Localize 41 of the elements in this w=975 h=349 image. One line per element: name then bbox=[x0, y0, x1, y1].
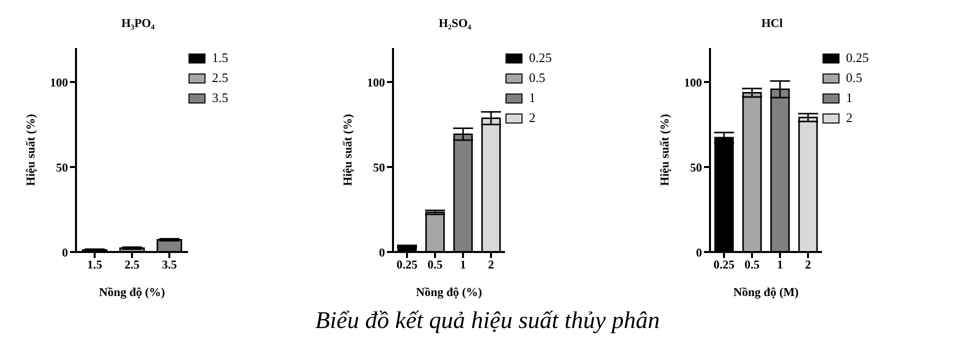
legend-label: 0.5 bbox=[846, 70, 862, 86]
x-axis-title: Nồng độ (M) bbox=[733, 285, 799, 299]
legend-label: 1.5 bbox=[212, 50, 228, 66]
chart-title: H₃PO₄ bbox=[120, 15, 156, 32]
y-tick-label: 50 bbox=[56, 160, 68, 174]
y-tick-label: 50 bbox=[373, 160, 385, 174]
y-tick-label: 0 bbox=[62, 245, 68, 260]
x-tick-label: 0.25 bbox=[714, 258, 734, 272]
legend-label: 1 bbox=[529, 90, 536, 106]
x-tick-label: 0.5 bbox=[744, 258, 760, 272]
legend-label: 0.25 bbox=[846, 50, 869, 66]
legend-label: 2.5 bbox=[212, 70, 228, 86]
chart-title: HCl bbox=[760, 15, 784, 32]
y-tick-label: 100 bbox=[367, 75, 385, 90]
text: Biểu đồ kết quả hiệu suất thủy phân bbox=[314, 308, 661, 335]
y-tick-label: 100 bbox=[50, 75, 68, 90]
x-axis-title: Nồng độ (%) bbox=[98, 285, 166, 299]
legend-label: 2 bbox=[529, 110, 536, 126]
y-axis-title: Hiệu suất (%) bbox=[340, 114, 354, 186]
legend-label: 0.25 bbox=[529, 50, 552, 66]
x-tick-label: 3.5 bbox=[162, 258, 177, 272]
y-tick-label: 100 bbox=[684, 75, 702, 90]
chart-title: H₂SO₄ bbox=[438, 15, 472, 32]
x-tick-label: 1 bbox=[777, 258, 783, 272]
y-axis-title: Hiệu suất (%) bbox=[23, 114, 38, 186]
x-tick-label: 2 bbox=[488, 258, 494, 272]
x-tick-label: 2.5 bbox=[124, 258, 140, 272]
y-tick-label: 0 bbox=[379, 245, 385, 260]
y-tick-label: 0 bbox=[696, 245, 702, 260]
y-tick-label: 50 bbox=[690, 160, 702, 174]
x-tick-label: 0.5 bbox=[428, 258, 442, 272]
legend-label: 3.5 bbox=[212, 90, 228, 106]
y-axis-title: Hiệu suất (%) bbox=[657, 114, 672, 186]
x-tick-label: 2 bbox=[805, 258, 811, 272]
x-tick-label: 1.5 bbox=[87, 258, 102, 272]
x-tick-label: 1 bbox=[460, 258, 466, 272]
x-axis-title: Nồng độ (%) bbox=[416, 285, 482, 299]
legend-label: 1 bbox=[846, 90, 852, 106]
x-tick-label: 0.25 bbox=[396, 258, 418, 272]
legend-label: 0.5 bbox=[529, 70, 546, 86]
legend-label: 2 bbox=[846, 110, 852, 126]
